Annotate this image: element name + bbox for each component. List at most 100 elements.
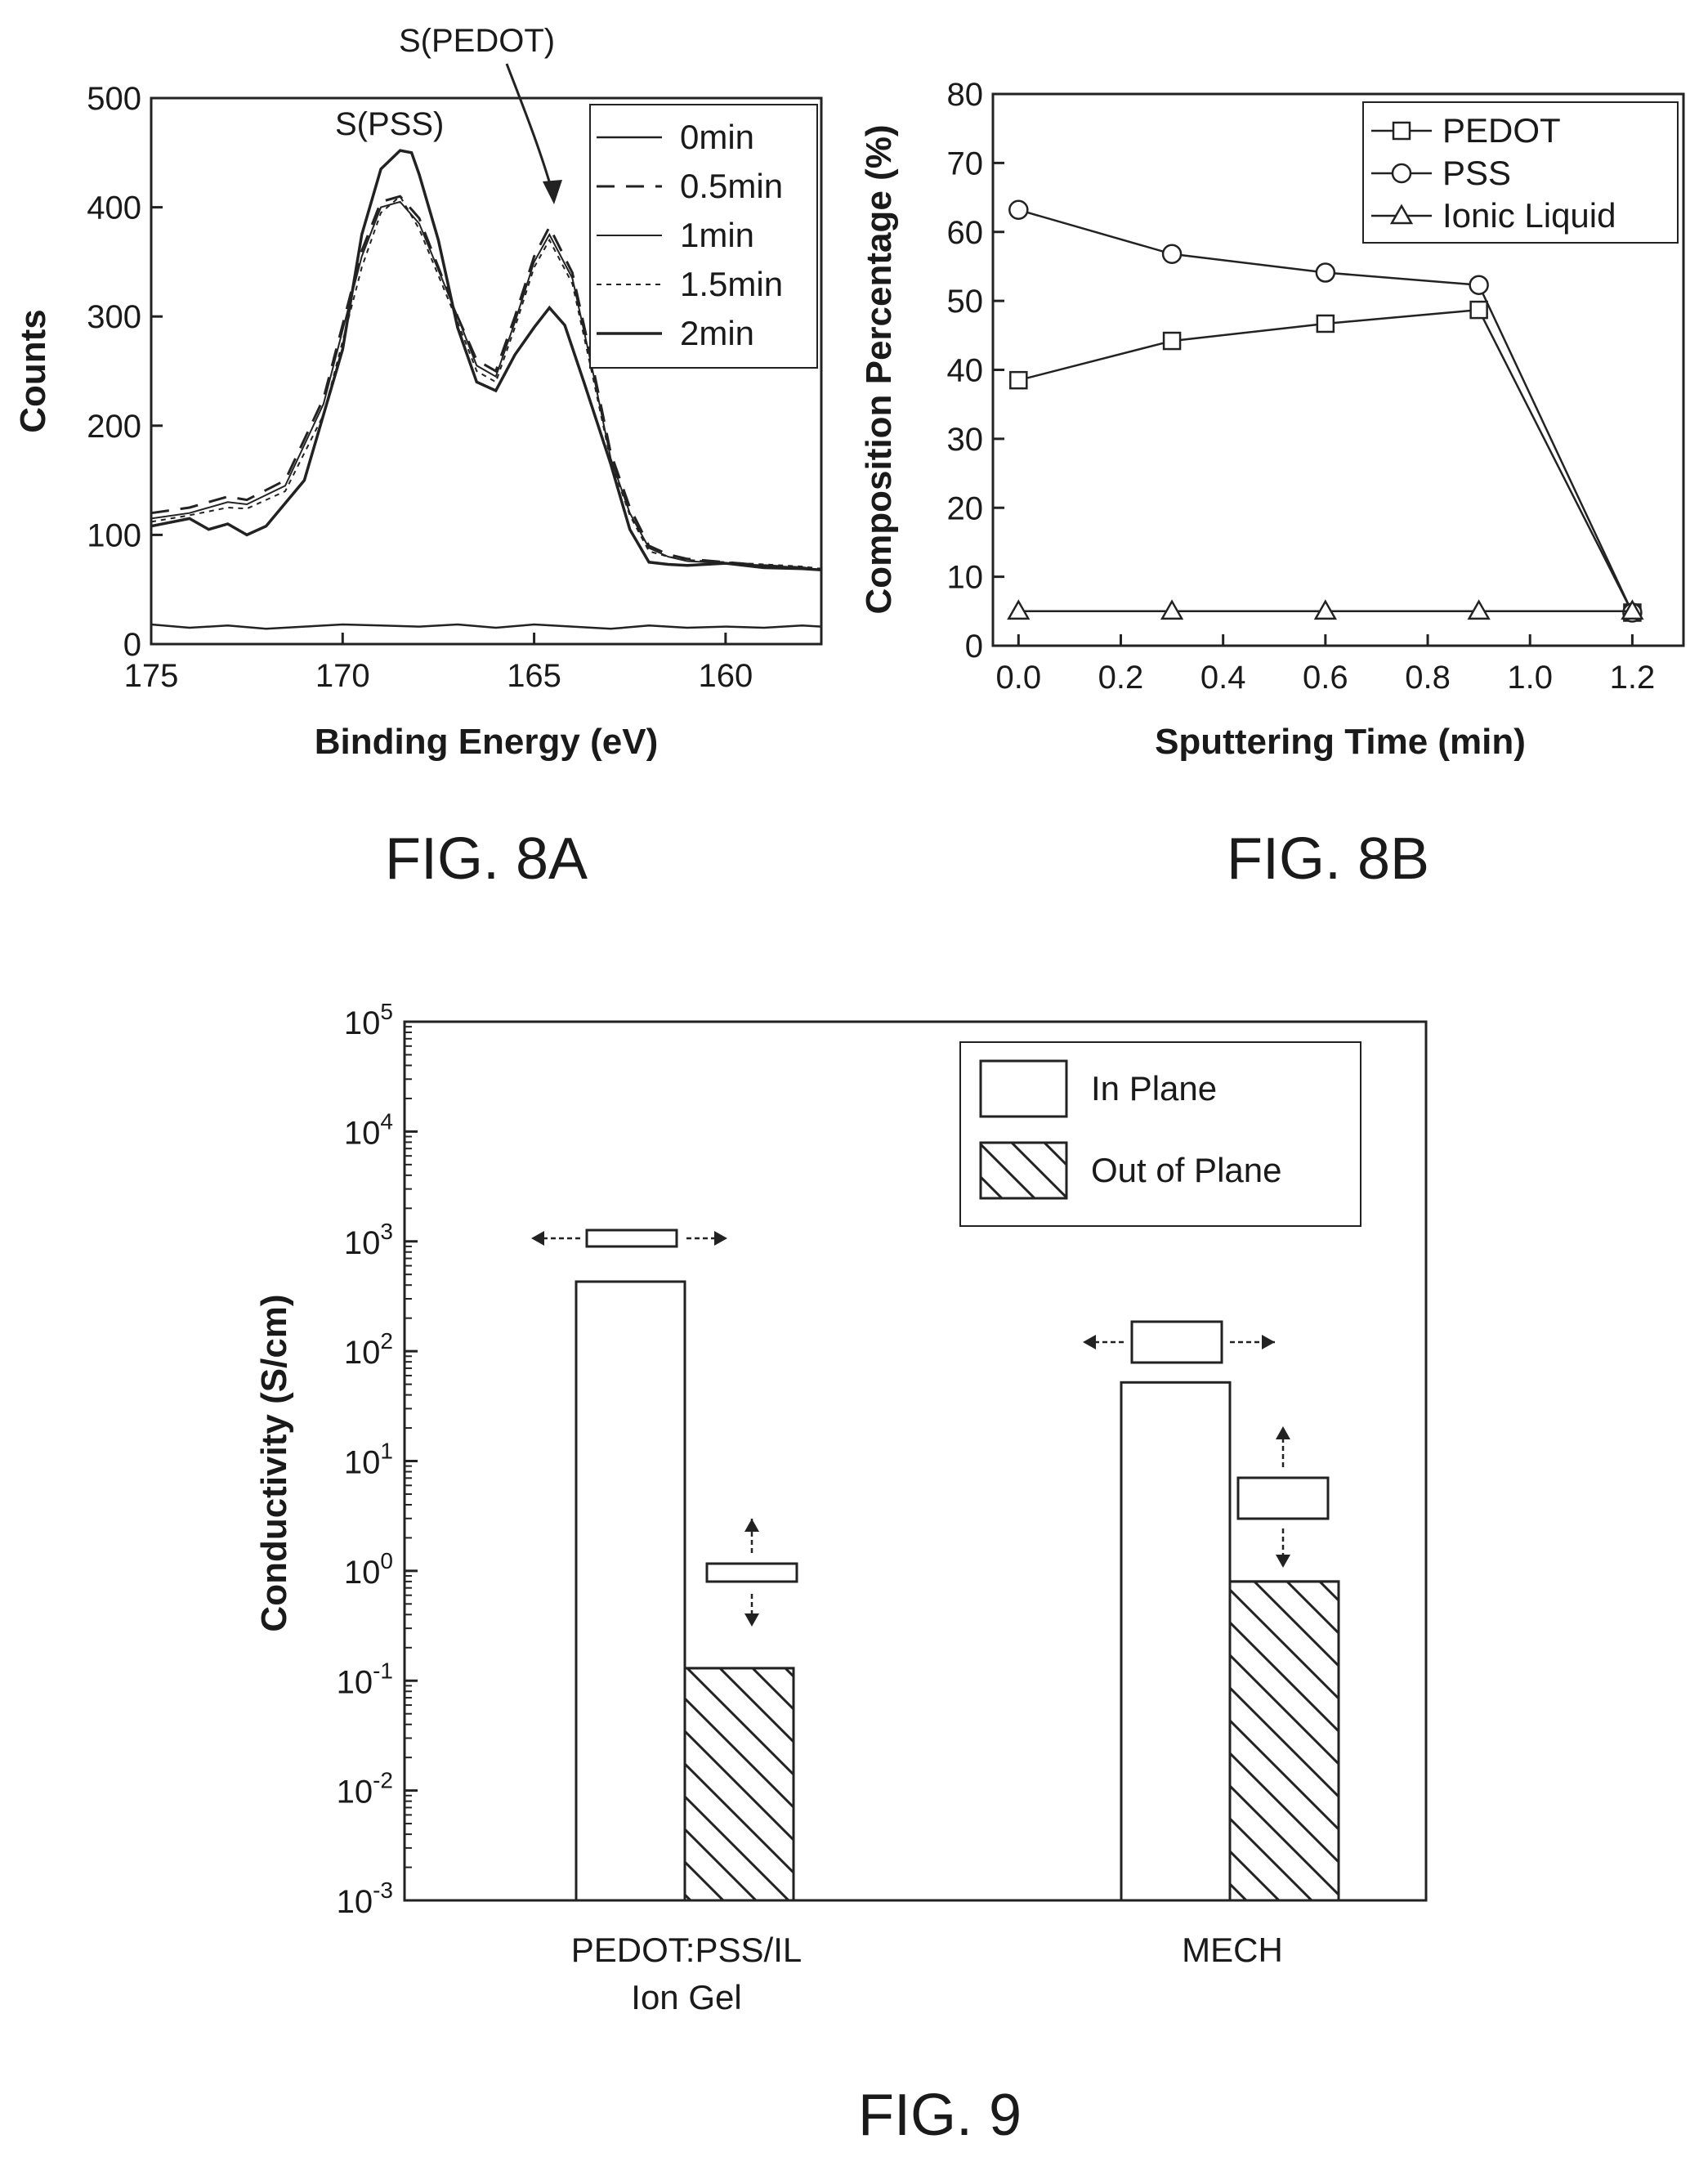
annotation-pedot: S(PEDOT) bbox=[399, 23, 555, 59]
legend-label-8b: PSS bbox=[1442, 154, 1511, 192]
bar-group-9 bbox=[575, 1280, 1340, 1902]
legend-label-8a: 1.5min bbox=[680, 265, 783, 303]
y-tick-label-9: 105 bbox=[344, 999, 393, 1041]
y-axis-title-8a: Counts bbox=[13, 309, 53, 433]
x-tick-label-8b: 0.4 bbox=[1200, 660, 1246, 696]
x-tick-label-8a: 175 bbox=[124, 658, 179, 694]
series-group-8a bbox=[150, 149, 822, 630]
data-point-8b bbox=[1161, 244, 1183, 264]
data-point-8b bbox=[1315, 262, 1336, 283]
y-tick-label-8a: 0 bbox=[123, 627, 141, 663]
series-line-8a-0.5min bbox=[150, 195, 822, 571]
y-tick-label-9: 10-3 bbox=[337, 1877, 393, 1920]
legend-swatch-9 bbox=[979, 1059, 1068, 1118]
in-plane-arrow-left-1-head bbox=[531, 1231, 544, 1246]
axis-ticks-8b: 0.0 0.2 0.4 0.6 0.8 1.0 1.2 0 10 20 30 40 50 60 70 80 bbox=[947, 77, 1656, 696]
y-tick-label-8b: 50 bbox=[947, 284, 984, 320]
y-tick-label-8b: 40 bbox=[947, 353, 984, 389]
data-point-8b bbox=[1467, 599, 1491, 620]
y-tick-label-9: 10-1 bbox=[337, 1658, 393, 1700]
annotation-pedot-arrowhead bbox=[543, 180, 562, 204]
y-tick-label-8b: 30 bbox=[947, 422, 984, 458]
x-tick-label-8b: 0.2 bbox=[1098, 660, 1144, 696]
data-point-8b bbox=[1008, 199, 1029, 220]
series-line-8a-0min bbox=[150, 623, 822, 630]
legend-marker-8b bbox=[1389, 204, 1414, 225]
figure-caption-8b: FIG. 8B bbox=[1227, 826, 1429, 892]
data-point-8b bbox=[1621, 599, 1644, 620]
figure-caption-9: FIG. 9 bbox=[858, 2083, 1022, 2148]
in-plane-arrow-right-2-head bbox=[1262, 1335, 1275, 1349]
series-group-8b bbox=[1007, 199, 1644, 623]
data-point-8b bbox=[1162, 331, 1182, 351]
y-tick-label-9: 100 bbox=[344, 1548, 393, 1591]
legend-9: In Plane Out of Plane bbox=[979, 1059, 1281, 1200]
legend-8b: PEDOT PSS Ionic Liquid bbox=[1371, 111, 1616, 235]
series-line-8a-2min bbox=[150, 149, 822, 571]
out-of-plane-arrow-up-1-head bbox=[744, 1519, 759, 1532]
y-tick-label-8a: 400 bbox=[87, 190, 141, 226]
y-tick-label-9: 101 bbox=[344, 1439, 393, 1481]
y-axis-title-8b: Composition Percentage (%) bbox=[859, 125, 899, 615]
x-tick-label-8b: 0.0 bbox=[995, 660, 1041, 696]
y-tick-label-8b: 20 bbox=[947, 490, 984, 526]
y-tick-label-9: 102 bbox=[344, 1328, 393, 1371]
legend-label-8a: 1min bbox=[680, 216, 754, 254]
legend-label-9: In Plane bbox=[1091, 1069, 1217, 1108]
out-of-plane-arrow-down-2-head bbox=[1276, 1555, 1290, 1568]
series-line-8a-1.5min bbox=[150, 195, 822, 570]
in-plane-arrow-left-2-head bbox=[1083, 1335, 1096, 1349]
series-line-8b-pedot bbox=[1017, 308, 1634, 614]
y-tick-label-8a: 200 bbox=[87, 409, 141, 445]
out-of-plane-arrow-down-1-head bbox=[744, 1613, 759, 1627]
annotation-pedot-arrow bbox=[505, 63, 553, 190]
y-axis-title-9: Conductivity (S/cm) bbox=[254, 1294, 294, 1631]
legend-marker-8b bbox=[1391, 163, 1412, 184]
y-tick-label-8b: 10 bbox=[947, 560, 984, 596]
axis-ticks-8a: 175 170 165 160 0 100 200 300 400 500 bbox=[87, 81, 753, 694]
y-tick-label-8a: 300 bbox=[87, 299, 141, 335]
bar-in-plane bbox=[1120, 1381, 1232, 1902]
x-axis-title-8a: Binding Energy (eV) bbox=[315, 722, 658, 762]
legend-marker-8b bbox=[1392, 121, 1411, 141]
y-tick-label-8a: 500 bbox=[87, 81, 141, 117]
in-plane-arrow-right-1-head bbox=[714, 1231, 727, 1246]
y-tick-label-9: 103 bbox=[344, 1219, 393, 1261]
x-tick-label-8b: 0.6 bbox=[1303, 660, 1348, 696]
category-label-2: MECH bbox=[1182, 1931, 1283, 1969]
data-point-8b bbox=[1007, 599, 1031, 620]
legend-label-8b: Ionic Liquid bbox=[1442, 196, 1616, 235]
in-plane-sample-icon-2 bbox=[1130, 1320, 1223, 1364]
orientation-icons-9 bbox=[531, 1228, 1330, 1627]
data-point-8b bbox=[1469, 300, 1488, 320]
legend-label-8b: PEDOT bbox=[1442, 111, 1561, 150]
out-of-plane-sample-icon-2 bbox=[1236, 1476, 1330, 1520]
legend-label-9: Out of Plane bbox=[1091, 1151, 1281, 1189]
axis-ticks-9: 10-3 10-2 10-1 100 101 102 103 104 105 bbox=[337, 999, 418, 1920]
category-label-1-line-2: Ion Gel bbox=[631, 1978, 741, 2016]
in-plane-sample-icon-1 bbox=[585, 1228, 678, 1248]
legend-swatch-hatch-9 bbox=[979, 1141, 1068, 1200]
data-point-8b bbox=[1009, 370, 1028, 390]
legend-label-8a: 2min bbox=[680, 314, 754, 352]
bar-hatch-overlay bbox=[1228, 1580, 1340, 1902]
x-tick-label-8b: 0.8 bbox=[1405, 660, 1451, 696]
y-tick-label-8a: 100 bbox=[87, 517, 141, 553]
y-tick-label-8b: 60 bbox=[947, 215, 984, 251]
category-label-1-line-1: PEDOT:PSS/IL bbox=[571, 1931, 802, 1969]
plot-frame-8a bbox=[150, 96, 823, 646]
out-of-plane-arrow-up-2-head bbox=[1276, 1426, 1290, 1439]
bar-in-plane bbox=[575, 1280, 686, 1902]
legend-8a: 0min 0.5min 1min 1.5min 2min bbox=[597, 118, 783, 352]
data-point-8b bbox=[1316, 314, 1335, 333]
y-tick-label-9: 104 bbox=[344, 1108, 393, 1151]
y-tick-label-8b: 80 bbox=[947, 77, 984, 113]
chart-9: 10-3 10-2 10-1 100 101 102 103 104 105 Conductiv… bbox=[254, 999, 1428, 2148]
data-point-8b bbox=[1313, 599, 1338, 620]
legend-label-8a: 0min bbox=[680, 118, 754, 156]
x-axis-title-8b: Sputtering Time (min) bbox=[1155, 722, 1526, 762]
bar-hatch-overlay bbox=[683, 1667, 795, 1902]
x-tick-label-8a: 165 bbox=[507, 658, 561, 694]
y-tick-label-9: 10-2 bbox=[337, 1768, 393, 1810]
